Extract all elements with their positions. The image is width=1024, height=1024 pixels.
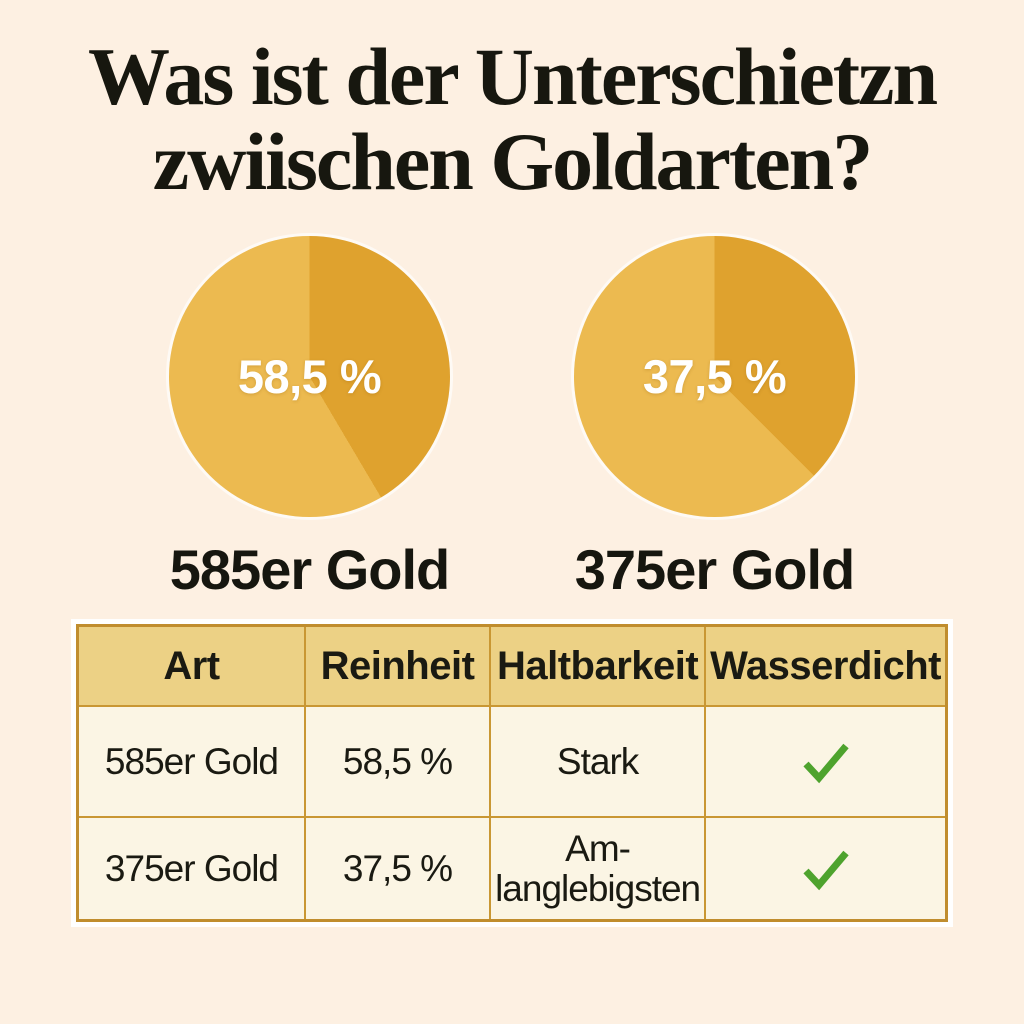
pie-group-585: 58,5 % 585er Gold <box>169 236 450 602</box>
pie-chart-585er-gold: 58,5 % <box>169 236 450 517</box>
column-header-wasserdicht: Wasserdicht <box>706 627 945 705</box>
table-cell-reinheit-375: 37,5 % <box>305 818 490 919</box>
title-line-1: Was ist der Unterschietzn <box>87 31 938 122</box>
gold-comparison-table: Art Reinheit Haltbarkeit Wasserdicht 585… <box>76 624 948 922</box>
pie-caption-375er-gold: 375er Gold <box>574 538 855 601</box>
table-cell-haltbarkeit-375: Am-langlebigsten <box>491 818 705 919</box>
column-header-art: Art <box>79 627 304 705</box>
table-cell-reinheit-585: 58,5 % <box>305 707 490 816</box>
column-header-reinheit: Reinheit <box>305 627 490 705</box>
pie-center-label: 58,5 % <box>237 350 382 403</box>
pie-group-375: 37,5 % 375er Gold <box>574 236 855 602</box>
pie-caption-585er-gold: 585er Gold <box>169 538 450 601</box>
pie-center-label: 37,5 % <box>642 350 787 403</box>
table-cell-art-375: 375er Gold <box>79 818 304 919</box>
check-icon <box>706 707 945 816</box>
check-icon <box>706 818 945 919</box>
page-title: Was ist der Unterschietzn zwiischen Gold… <box>0 34 1024 205</box>
pie-chart-375er-gold: 37,5 % <box>574 236 855 517</box>
table-cell-haltbarkeit-585: Stark <box>491 707 705 816</box>
table-cell-art-585: 585er Gold <box>79 707 304 816</box>
column-header-haltbarkeit: Haltbarkeit <box>491 627 705 705</box>
title-line-2: zwiischen Goldarten? <box>152 116 873 208</box>
pie-charts-row: 58,5 % 585er Gold 37,5 % 375er Gold <box>0 236 1024 602</box>
